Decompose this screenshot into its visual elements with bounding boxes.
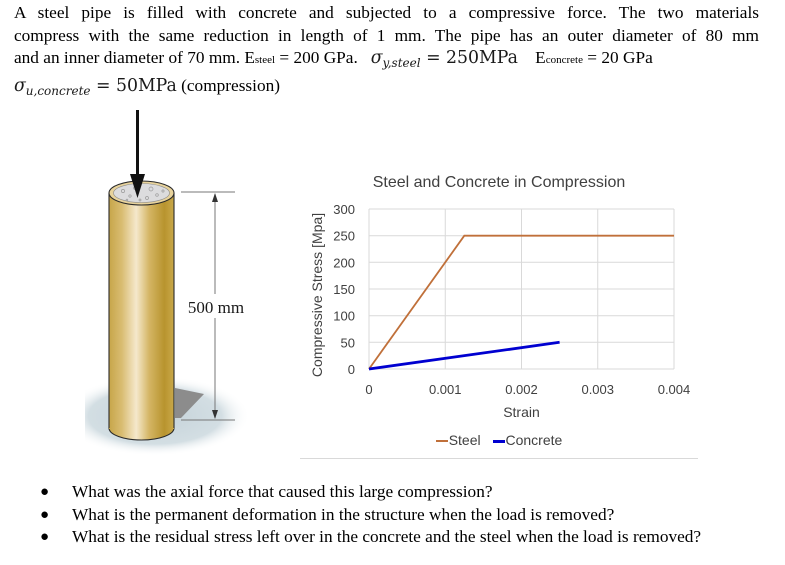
pipe-figure: 500 mm — [60, 108, 285, 458]
e-steel-subscript: steel — [254, 54, 276, 67]
svg-text:250: 250 — [333, 229, 355, 244]
stress-strain-chart: Steel and Concrete in Compression 0 50 1… — [300, 170, 698, 459]
bullet-icon: ● — [40, 506, 50, 523]
question-item: ● What is the permanent deformation in th… — [38, 504, 701, 527]
question-list: ● What was the axial force that caused th… — [38, 481, 701, 549]
problem-line-2: compress with the same reduction in leng… — [14, 25, 759, 45]
legend-steel: Steel — [435, 432, 481, 448]
svg-text:0.004: 0.004 — [658, 382, 691, 397]
svg-text:0: 0 — [365, 382, 372, 397]
concrete-core — [113, 183, 170, 203]
concrete-swatch — [492, 439, 505, 443]
steel-series-line — [368, 234, 674, 370]
svg-text:0: 0 — [348, 362, 355, 377]
svg-text:300: 300 — [333, 202, 355, 217]
chart-title: Steel and Concrete in Compression — [372, 174, 626, 191]
svg-text:50: 50 — [341, 335, 355, 350]
e-concrete-value: = 20 GPa — [582, 48, 653, 68]
question-item: ● What was the axial force that caused th… — [38, 481, 701, 504]
problem-line-3: and an inner diameter of 70 mm. Esteel =… — [14, 48, 653, 71]
question-item: ● What is the residual stress left over i… — [38, 526, 701, 549]
legend-concrete: Concrete — [492, 432, 562, 448]
bullet-icon: ● — [40, 529, 50, 546]
gridlines — [368, 208, 675, 370]
problem-line-1: A steel pipe is filled with concrete and… — [14, 3, 759, 22]
cast-shadow — [175, 388, 204, 418]
dimension-arrow-up — [212, 193, 218, 202]
svg-text:0.003: 0.003 — [581, 382, 614, 397]
problem-statement: A steel pipe is filled with concrete and… — [14, 2, 759, 102]
svg-text:150: 150 — [333, 282, 355, 297]
svg-text:0.002: 0.002 — [505, 382, 538, 397]
pipe-illustration: 500 mm — [60, 110, 255, 456]
sigma-y-steel: σy,steel = 250MPa — [370, 48, 518, 71]
svg-text:200: 200 — [333, 255, 355, 270]
sigma-u-concrete: σu,concrete = 50MPa — [14, 75, 177, 98]
x-axis-label: Strain — [503, 404, 540, 420]
y-axis-label: Compressive Stress [Mpa] — [309, 213, 325, 377]
problem-line-4: σu,concrete = 50MPa (compression) — [14, 75, 280, 98]
bullet-icon: ● — [40, 484, 50, 500]
dimension-label: 500 mm — [188, 298, 244, 317]
e-concrete-subscript: concrete — [545, 54, 583, 67]
chart-legend: Steel Concrete — [300, 432, 698, 448]
svg-text:100: 100 — [333, 309, 355, 324]
chart-plot: 0 50 100 150 200 250 300 0 0.001 0.002 0… — [309, 202, 690, 420]
y-axis-ticks: 0 50 100 150 200 250 300 — [333, 202, 355, 377]
steel-swatch — [435, 440, 448, 443]
svg-text:0.001: 0.001 — [429, 382, 462, 397]
e-steel-value: = 200 GPa. — [275, 48, 363, 68]
concrete-series-line — [368, 340, 560, 371]
dimension-arrow-down — [212, 410, 218, 419]
x-axis-ticks: 0 0.001 0.002 0.003 0.004 — [365, 382, 690, 397]
load-arrow-head — [130, 174, 145, 198]
